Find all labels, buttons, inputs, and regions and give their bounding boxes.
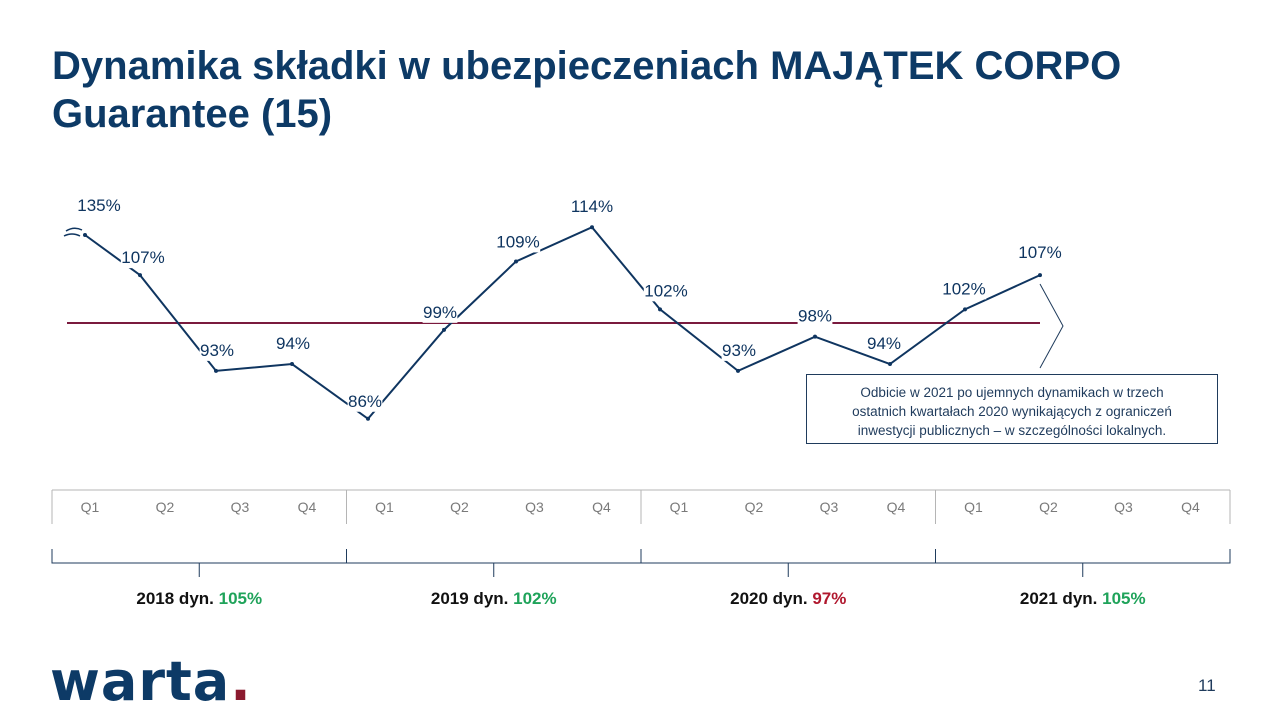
data-point xyxy=(83,233,87,237)
value-label-bg xyxy=(941,279,987,300)
value-label: 99% xyxy=(423,303,457,322)
quarter-tick-label: Q4 xyxy=(592,499,611,515)
data-point xyxy=(888,362,892,367)
year-bracket xyxy=(640,549,936,564)
data-point xyxy=(514,259,518,264)
value-label-bg xyxy=(347,391,383,412)
year-brackets: 2018 dyn. 105% 2019 dyn. 102% 2020 dyn. 97… xyxy=(51,549,1231,608)
data-point xyxy=(1038,273,1042,278)
value-label: 107% xyxy=(1018,243,1061,262)
data-point xyxy=(813,334,817,339)
value-label: 102% xyxy=(644,281,687,300)
value-label: 94% xyxy=(276,334,310,353)
data-point xyxy=(658,307,662,312)
year-growth-value: 97% xyxy=(812,589,846,608)
value-label: 94% xyxy=(867,334,901,353)
value-label: 93% xyxy=(200,341,234,360)
value-label-bg xyxy=(76,196,122,216)
quarter-tick-label: Q3 xyxy=(525,499,544,515)
page-title: Dynamika składki w ubezpieczeniach MAJĄT… xyxy=(52,44,1122,136)
data-point xyxy=(963,307,967,312)
data-point xyxy=(736,368,740,373)
data-point xyxy=(138,273,142,278)
year-label: 2018 dyn. xyxy=(136,589,218,608)
year-summary-label: 2021 dyn. 105% xyxy=(1020,589,1146,608)
data-point xyxy=(214,368,218,373)
annotation-box: Odbicie w 2021 po ujemnych dynamikach w … xyxy=(806,374,1218,444)
logo-text: warta xyxy=(50,650,231,713)
axis-break-mark xyxy=(65,227,83,232)
series-line xyxy=(84,226,1041,421)
year-growth-value: 105% xyxy=(1102,589,1145,608)
value-label: 93% xyxy=(722,341,756,360)
data-point xyxy=(366,416,370,421)
annotation-line-3: inwestycji publicznych – w szczególności… xyxy=(857,423,1167,438)
annotation-line-1: Odbicie w 2021 po ujemnych dynamikach w … xyxy=(860,385,1164,400)
value-label-bg xyxy=(721,340,757,361)
value-label-bg xyxy=(422,302,458,323)
value-label-bg xyxy=(495,232,541,253)
value-label-bg xyxy=(275,334,311,355)
value-label: 86% xyxy=(348,392,382,411)
value-label-bg xyxy=(120,248,166,269)
value-label: 102% xyxy=(942,279,985,298)
quarter-tick-label: Q2 xyxy=(1039,499,1058,515)
quarter-tick-label: Q1 xyxy=(670,499,689,515)
quarter-tick-label: Q3 xyxy=(820,499,839,515)
year-bracket xyxy=(346,549,642,564)
quarter-tick-label: Q3 xyxy=(1114,499,1133,515)
value-label-bg xyxy=(199,340,235,361)
value-label-bg xyxy=(866,334,902,355)
quarter-tick-label: Q1 xyxy=(964,499,983,515)
year-growth-value: 105% xyxy=(219,589,262,608)
quarter-tick-label: Q1 xyxy=(81,499,100,515)
quarter-timeline: Q1 Q2 Q3 Q4 Q1 Q2 Q3 Q4 Q1 Q2 Q3 Q4 Q1 Q2 Q3 Q4 xyxy=(51,489,1231,524)
page-number: 11 xyxy=(1198,676,1216,695)
value-label: 98% xyxy=(798,307,832,326)
warta-logo: warta. xyxy=(50,652,252,712)
quarter-tick-label: Q3 xyxy=(231,499,250,515)
year-label: 2020 dyn. xyxy=(730,589,812,608)
annotation-line-2: ostatnich kwartałach 2020 wynikających z… xyxy=(852,404,1172,419)
value-label-bg xyxy=(643,281,689,302)
quarter-tick-label: Q1 xyxy=(375,499,394,515)
value-label-bg xyxy=(569,197,615,218)
data-point xyxy=(442,327,446,332)
value-label-bg xyxy=(1017,243,1063,264)
data-point xyxy=(590,225,594,230)
year-bracket xyxy=(935,549,1231,564)
value-label: 114% xyxy=(571,197,613,216)
quarter-tick-label: Q4 xyxy=(298,499,317,515)
data-point xyxy=(290,362,294,367)
year-growth-value: 102% xyxy=(513,589,556,608)
axis-break-mark xyxy=(63,233,81,237)
year-bracket xyxy=(51,549,347,564)
year-summary-label: 2019 dyn. 102% xyxy=(431,589,557,608)
value-label-bg xyxy=(797,306,833,327)
value-label: 107% xyxy=(121,248,164,267)
logo-dot: . xyxy=(230,650,252,713)
value-label: 135% xyxy=(77,196,120,215)
year-summary-label: 2020 dyn. 97% xyxy=(730,589,846,608)
plot-area: 135% 107% 93% 94% 86% 99% 109% 114% 102% 93% 98% 94… xyxy=(63,196,1064,421)
year-label: 2019 dyn. xyxy=(431,589,513,608)
quarter-tick-label: Q2 xyxy=(450,499,469,515)
year-summary-label: 2018 dyn. 105% xyxy=(136,589,262,608)
quarter-tick-label: Q4 xyxy=(887,499,906,515)
quarter-tick-label: Q2 xyxy=(745,499,764,515)
callout-pointer xyxy=(1039,283,1064,369)
year-label: 2021 dyn. xyxy=(1020,589,1102,608)
quarter-tick-label: Q2 xyxy=(156,499,175,515)
quarter-tick-label: Q4 xyxy=(1181,499,1200,515)
value-label: 109% xyxy=(496,232,539,251)
